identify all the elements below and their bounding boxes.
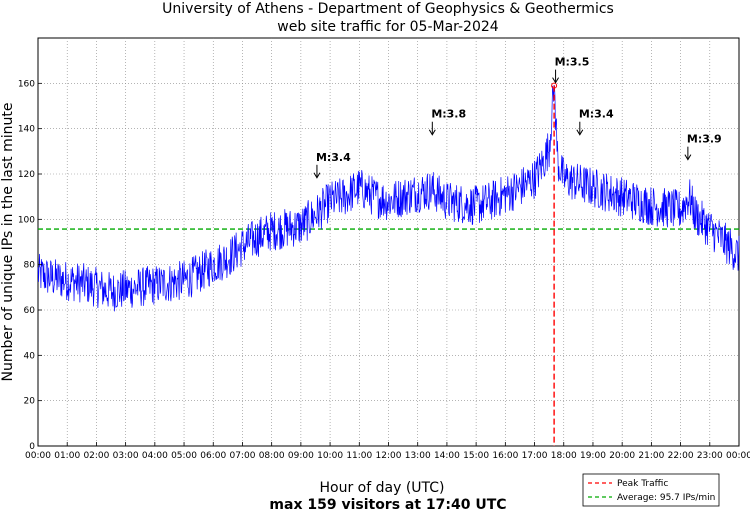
x-tick-label: 21:00: [638, 451, 664, 461]
series-layer: [37, 85, 740, 312]
x-tick-label: 03:00: [113, 451, 139, 461]
x-tick-label: 22:00: [668, 451, 694, 461]
y-tick-label: 120: [18, 170, 35, 180]
peak-layer: [551, 82, 558, 446]
legend: Peak Traffic Average: 95.7 IPs/min: [582, 473, 720, 507]
x-tick-label: 18:00: [551, 451, 577, 461]
chart-title-line1: University of Athens - Department of Geo…: [162, 1, 614, 17]
traffic-series-line: [37, 85, 740, 312]
x-tick-label: 19:00: [580, 451, 606, 461]
y-tick-label: 40: [24, 351, 36, 361]
x-axis-label: Hour of day (UTC): [320, 480, 445, 496]
x-tick-label: 00:00: [25, 451, 51, 461]
x-tick-label: 02:00: [83, 451, 109, 461]
x-tick-label: 17:00: [522, 451, 548, 461]
earthquake-label: M:3.5: [555, 56, 590, 69]
x-tick-label: 12:00: [376, 451, 402, 461]
annotation-arrow-head: [552, 77, 560, 84]
annotation-arrow-head: [428, 129, 436, 136]
x-tick-label: 06:00: [200, 451, 226, 461]
peak-marker: [551, 82, 558, 89]
legend-average-label: Average: 95.7 IPs/min: [617, 493, 715, 503]
x-tick-label: 07:00: [229, 451, 255, 461]
chart-title-line2: web site traffic for 05-Mar-2024: [277, 19, 499, 35]
earthquake-label: M:3.4: [579, 108, 614, 121]
x-tick-label: 20:00: [609, 451, 635, 461]
y-tick-label: 0: [29, 442, 35, 452]
earthquake-label: M:3.4: [316, 151, 351, 164]
x-tick-label: 15:00: [463, 451, 489, 461]
annotation-arrow-head: [684, 154, 692, 161]
x-tick-label: 14:00: [434, 451, 460, 461]
x-tick-label: 09:00: [288, 451, 314, 461]
chart-subtitle: max 159 visitors at 17:40 UTC: [269, 497, 506, 511]
earthquake-label: M:3.9: [687, 133, 722, 146]
x-tick-label: 05:00: [171, 451, 197, 461]
x-tick-label: 08:00: [259, 451, 285, 461]
x-tick-label: 00:00: [726, 451, 750, 461]
x-tick-label: 11:00: [346, 451, 372, 461]
x-tick-label: 04:00: [142, 451, 168, 461]
y-tick-label: 20: [24, 397, 36, 407]
legend-peak-label: Peak Traffic: [617, 479, 668, 489]
y-tick-label: 100: [18, 215, 35, 225]
earthquake-label: M:3.8: [431, 108, 466, 121]
annotation-arrow-head: [313, 172, 321, 179]
y-tick-layer: 0 20 40 60 80 100 120 140 160: [18, 79, 42, 452]
x-tick-label: 01:00: [54, 451, 80, 461]
annotation-arrow-head: [576, 129, 584, 136]
annotation-layer: M:3.4 M:3.8 M:3.5 M:3.4 M:3.9: [313, 56, 722, 179]
y-tick-label: 80: [24, 261, 36, 271]
x-tick-layer: 00:00 01:00 02:00 03:00 04:00 05:00 06:00 07:00…: [25, 442, 750, 461]
y-tick-label: 160: [18, 79, 35, 89]
y-tick-label: 60: [24, 306, 36, 316]
y-axis-label: Number of unique IPs in the last minute: [0, 103, 16, 382]
x-tick-label: 13:00: [405, 451, 431, 461]
y-tick-label: 140: [18, 125, 35, 135]
legend-box: [582, 473, 720, 507]
x-tick-label: 10:00: [317, 451, 343, 461]
x-tick-label: 23:00: [697, 451, 723, 461]
x-tick-label: 16:00: [492, 451, 518, 461]
grid-layer: [38, 38, 739, 446]
